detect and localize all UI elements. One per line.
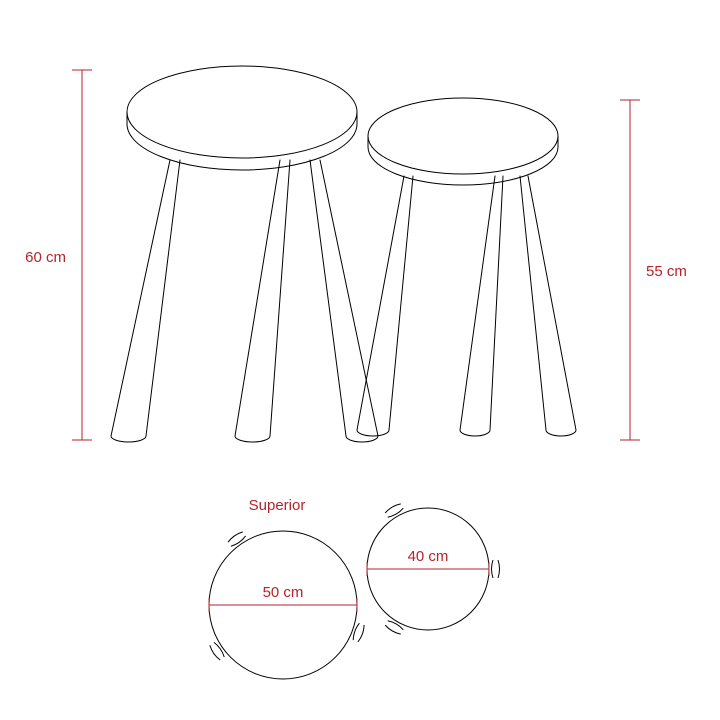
height-dim-large: 60 cm (25, 70, 92, 440)
top-view-small: 40 cm (367, 508, 489, 630)
top-view-large-diameter-label: 50 cm (263, 584, 304, 601)
height-dim-small: 55 cm (620, 100, 687, 440)
height-dim-large-label: 60 cm (25, 249, 66, 266)
technical-drawing: 60 cm 55 cm Superior 40 cm 50 cm (0, 0, 720, 720)
top-view-title: Superior (249, 497, 306, 514)
top-view-small-diameter-label: 40 cm (408, 548, 449, 565)
height-dim-small-label: 55 cm (646, 263, 687, 280)
top-view-large: 50 cm (209, 531, 357, 679)
